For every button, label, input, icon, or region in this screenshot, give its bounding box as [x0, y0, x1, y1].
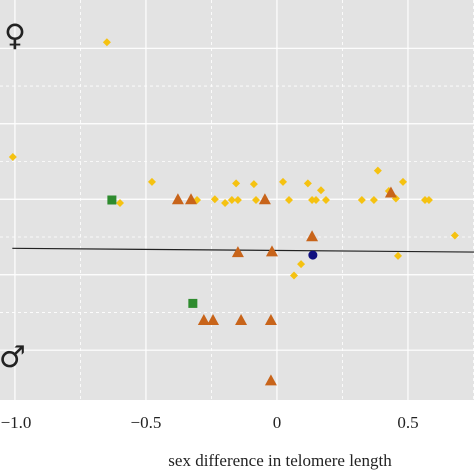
point: [251, 196, 260, 204]
point: [207, 314, 220, 325]
point: [102, 38, 111, 47]
x-tick-label: 0: [273, 413, 282, 432]
point: [321, 196, 330, 204]
point: [264, 374, 277, 386]
point: [303, 179, 312, 188]
point: [210, 195, 219, 204]
point: [316, 186, 325, 195]
point: [312, 196, 320, 204]
point: [249, 180, 258, 189]
point: [450, 231, 459, 240]
point: [171, 193, 184, 205]
point: [373, 166, 382, 175]
point: [8, 152, 17, 161]
point: [278, 177, 287, 186]
point: [107, 195, 117, 205]
point: [231, 246, 244, 258]
point: [227, 196, 236, 204]
point: [116, 199, 125, 208]
x-tick-label: 0.5: [397, 413, 418, 432]
point: [188, 298, 198, 308]
point: [289, 271, 298, 280]
point: [258, 193, 271, 205]
point: [233, 196, 242, 204]
point: [308, 250, 318, 260]
point: [147, 177, 156, 186]
point: [424, 196, 433, 204]
point: [384, 186, 397, 198]
x-tick-label: −0.5: [131, 413, 162, 432]
trend-line: [12, 247, 474, 253]
point: [235, 314, 248, 325]
point: [232, 179, 241, 188]
annotation: ♀: [4, 18, 26, 53]
point: [394, 251, 403, 260]
point: [197, 314, 210, 325]
point: [264, 314, 277, 325]
point: [357, 196, 366, 204]
annotation: ♂: [0, 340, 26, 375]
point: [185, 193, 198, 205]
point: [265, 245, 278, 257]
point: [285, 196, 294, 204]
x-axis-label: sex difference in telomere length: [168, 451, 392, 470]
point: [398, 177, 407, 186]
point: [297, 260, 306, 269]
point: [221, 199, 230, 208]
point: [306, 230, 319, 242]
x-tick-label: −1.0: [1, 413, 32, 432]
point: [369, 196, 378, 204]
